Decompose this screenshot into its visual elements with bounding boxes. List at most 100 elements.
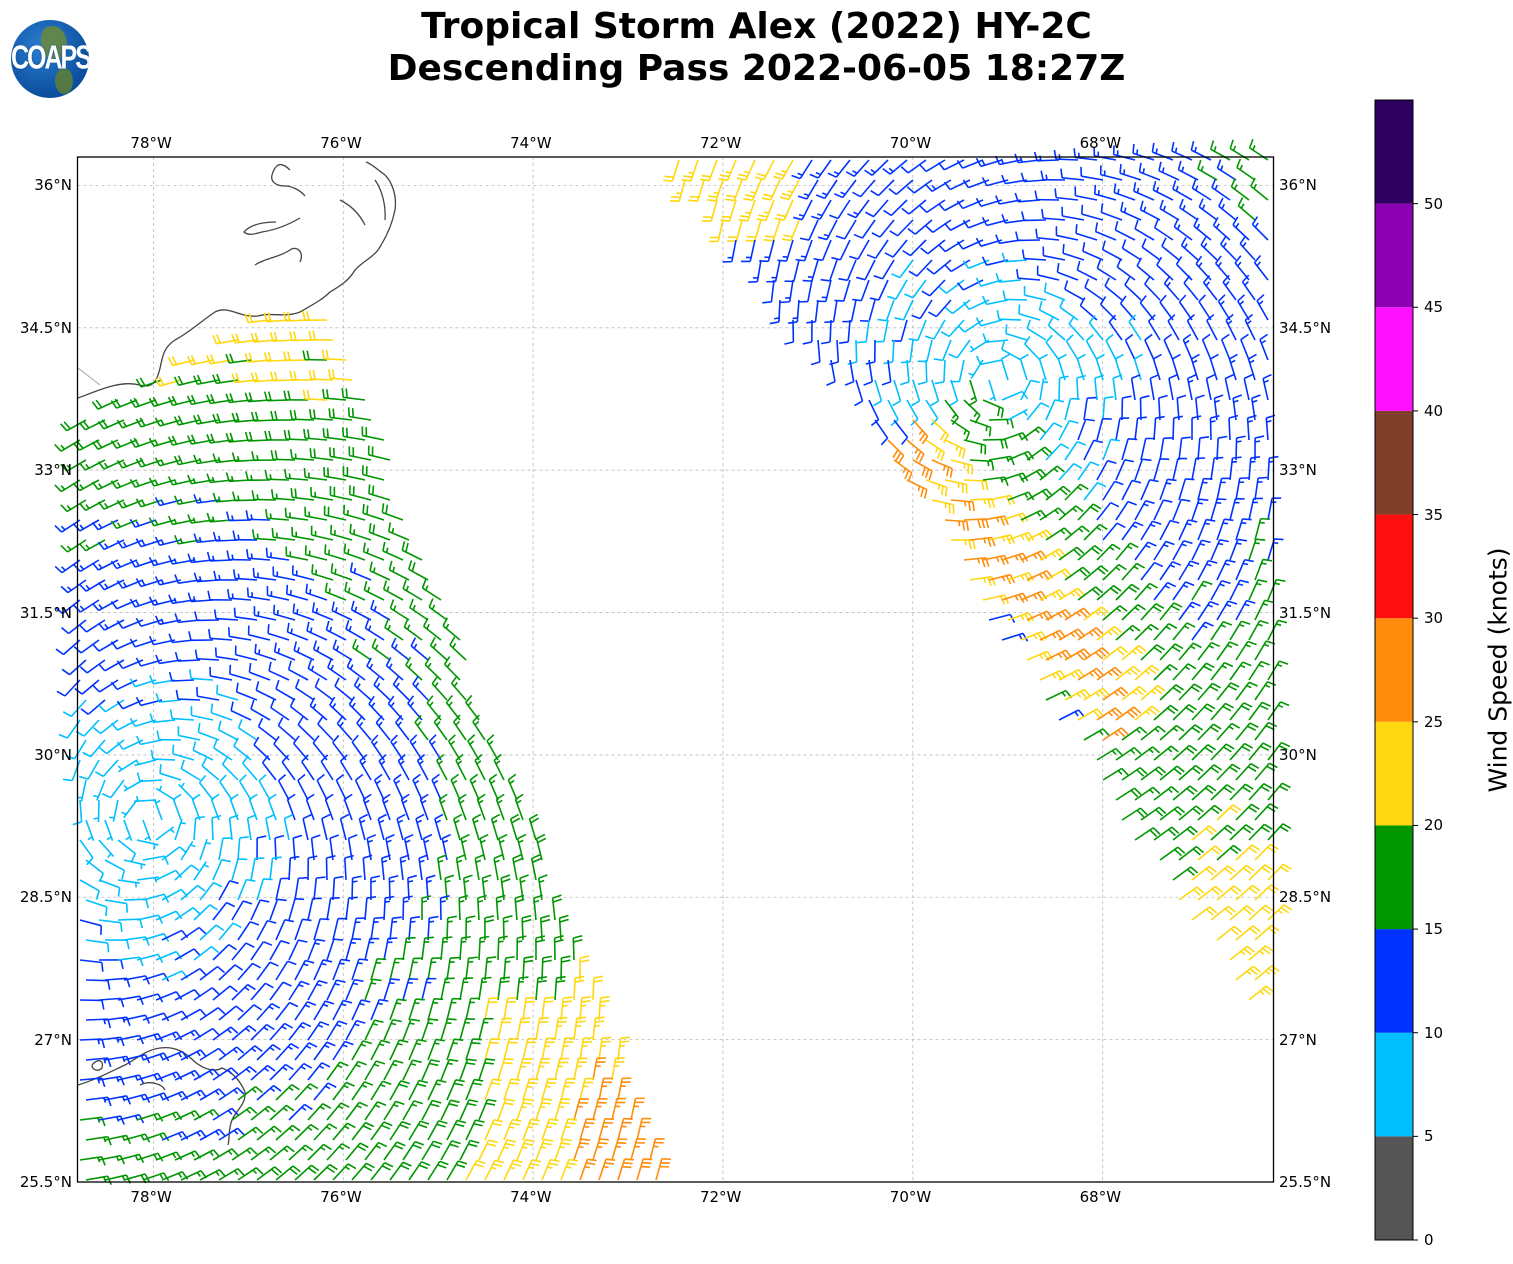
barb-staff xyxy=(180,926,200,941)
barb-full xyxy=(321,1062,331,1068)
wind-barb xyxy=(74,679,100,695)
barb-full xyxy=(271,1002,281,1009)
barb-full xyxy=(148,635,155,645)
wind-barb xyxy=(123,779,144,792)
wind-barb xyxy=(387,522,410,541)
barb-staff xyxy=(919,299,933,319)
barb-full xyxy=(301,754,309,763)
barb-staff xyxy=(192,749,214,761)
wind-barb xyxy=(343,543,366,561)
barb-staff xyxy=(86,619,106,633)
barb-staff xyxy=(199,1007,219,1021)
wind-barb xyxy=(267,624,290,641)
wind-barb xyxy=(1241,274,1256,301)
wind-barb xyxy=(321,813,331,841)
barb-staff xyxy=(172,639,195,644)
barb-full xyxy=(1054,188,1057,198)
wind-barb xyxy=(402,579,423,601)
barb-full xyxy=(488,773,498,781)
barb-staff xyxy=(916,259,933,277)
barb-full xyxy=(436,1123,446,1128)
barb-staff xyxy=(210,675,233,681)
barb-half xyxy=(454,819,460,824)
wind-barb xyxy=(457,793,467,821)
barb-staff xyxy=(85,979,109,982)
barb-full xyxy=(359,1142,369,1149)
barb-half xyxy=(98,563,103,569)
barb-staff xyxy=(246,818,252,841)
wind-barb xyxy=(384,618,404,641)
barb-full xyxy=(219,774,227,783)
barb-full xyxy=(1104,277,1110,287)
barb-full xyxy=(1247,414,1257,419)
barb-staff xyxy=(1024,294,1047,301)
barb-full xyxy=(1045,334,1053,343)
barb-full xyxy=(845,171,855,178)
barb-staff xyxy=(250,899,261,921)
barb-half xyxy=(246,1109,251,1114)
wind-barb xyxy=(382,580,404,601)
wind-barb xyxy=(389,998,407,1021)
barb-staff xyxy=(814,299,819,322)
barb-full xyxy=(267,919,277,924)
barb-full xyxy=(304,1103,313,1111)
wind-barb xyxy=(362,503,385,521)
wind-barb xyxy=(761,179,781,201)
barb-full xyxy=(167,476,174,486)
barb-full xyxy=(297,773,306,782)
wind-barb xyxy=(811,199,832,220)
barb-full xyxy=(399,1124,409,1129)
barb-full xyxy=(934,381,945,385)
wind-barb xyxy=(383,978,400,1001)
wind-barb xyxy=(135,735,163,746)
barb-half xyxy=(392,740,398,746)
wind-barb xyxy=(845,159,870,178)
barb-full xyxy=(363,793,372,801)
barb-staff xyxy=(1153,417,1157,441)
wind-barb xyxy=(497,1017,512,1041)
barb-full xyxy=(294,898,305,901)
wind-barb xyxy=(1134,219,1155,241)
barb-full xyxy=(329,1163,338,1171)
barb-full xyxy=(492,1122,502,1127)
barb-full xyxy=(129,438,136,448)
barb-staff xyxy=(275,1002,291,1021)
barb-staff xyxy=(860,279,870,301)
wind-barb xyxy=(356,715,372,741)
wind-barb xyxy=(297,716,315,741)
barb-half xyxy=(233,1129,239,1135)
barb-full xyxy=(1002,290,1006,300)
barb-full xyxy=(193,533,198,543)
barb-half xyxy=(1142,168,1145,174)
wind-barb xyxy=(65,739,87,760)
wind-barb xyxy=(1060,168,1085,181)
wind-barb xyxy=(503,996,517,1021)
barb-half xyxy=(1174,147,1178,153)
wind-barb xyxy=(116,499,144,509)
wind-barb xyxy=(815,179,838,200)
barb-full xyxy=(587,1158,597,1162)
barb-full xyxy=(328,408,331,418)
barb-full xyxy=(287,390,291,400)
barb-half xyxy=(246,1149,252,1155)
barb-full xyxy=(264,982,274,989)
barb-full xyxy=(769,321,780,325)
barb-full xyxy=(1077,353,1086,360)
barb-half xyxy=(153,1154,158,1160)
wind-barb xyxy=(217,720,239,741)
wind-barb xyxy=(191,793,201,821)
barb-half xyxy=(528,1166,534,1170)
barb-full xyxy=(302,813,312,820)
wind-barb xyxy=(1201,333,1212,361)
wind-barb xyxy=(1096,259,1117,281)
wind-barb xyxy=(522,955,534,981)
barb-full xyxy=(881,381,891,386)
barb-full xyxy=(217,1007,226,1015)
wind-barb xyxy=(1205,373,1216,401)
wind-barb xyxy=(1023,285,1047,301)
barb-staff xyxy=(1108,321,1123,341)
barb-full xyxy=(433,1140,443,1145)
barb-full xyxy=(237,1127,245,1136)
wind-barb xyxy=(361,426,385,441)
barb-full xyxy=(664,175,674,178)
